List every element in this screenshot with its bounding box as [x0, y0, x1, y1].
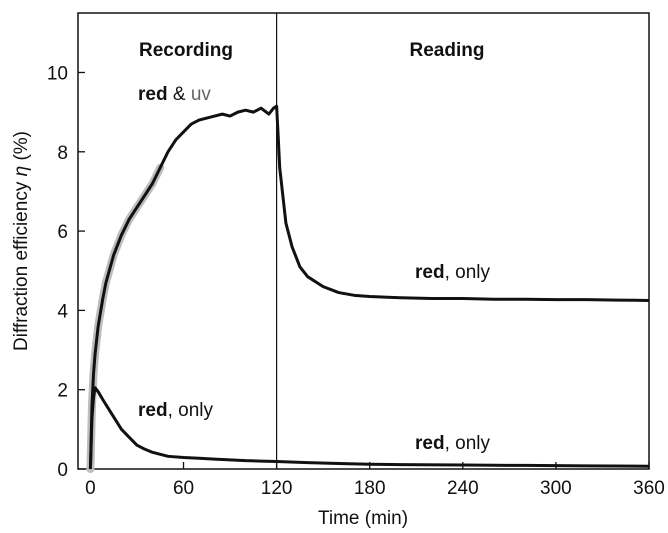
x-tick-label: 180 [354, 478, 386, 499]
x-tick-label: 60 [173, 478, 194, 499]
annotation-rest: , only [168, 400, 214, 421]
x-axis-title: Time (min) [318, 508, 408, 529]
y-tick-label: 8 [57, 143, 68, 164]
annotation-red-uv-bold: red [138, 84, 168, 105]
annotation-bold: red [415, 433, 445, 454]
x-tick-label: 0 [85, 478, 96, 499]
x-tick-label: 360 [633, 478, 665, 499]
series-1-line [88, 386, 650, 470]
series-0-line [88, 104, 650, 470]
y-tick-label: 10 [47, 63, 68, 84]
y-axis-title-unit: (%) [11, 131, 32, 166]
y-tick-label: 6 [57, 222, 68, 243]
annotation-bold: red [138, 400, 168, 421]
region-label-reading: Reading [410, 40, 485, 61]
axis-ticks: 0 60 120 180 240 300 360 0 2 4 6 8 10 [47, 63, 665, 499]
y-tick-label: 2 [57, 381, 68, 402]
x-tick-label: 240 [447, 478, 479, 499]
annotation-rest: , only [445, 262, 491, 283]
annotation-rest: , only [445, 433, 491, 454]
x-tick-label: 300 [540, 478, 572, 499]
y-tick-label: 4 [57, 301, 68, 322]
annotation-red-uv-rest: & [168, 84, 191, 105]
annotation-red-only-recording-lower: red, only [138, 400, 213, 421]
annotation-red-uv: red & uv [138, 84, 211, 105]
y-axis-title-symbol: η [11, 166, 32, 177]
annotation-red-only-reading-lower: red, only [415, 433, 490, 454]
x-tick-label: 120 [261, 478, 293, 499]
series-layer [86, 104, 650, 473]
annotation-uv: uv [191, 84, 212, 105]
annotation-red-only-reading-upper: red, only [415, 262, 490, 283]
y-axis-title-main: Diffraction efficiency [11, 176, 32, 351]
plot-frame [77, 12, 650, 470]
y-axis-title: Diffraction efficiency η (%) [11, 131, 32, 351]
region-label-recording: Recording [139, 40, 233, 61]
annotation-bold: red [415, 262, 445, 283]
y-tick-label: 0 [57, 460, 68, 481]
